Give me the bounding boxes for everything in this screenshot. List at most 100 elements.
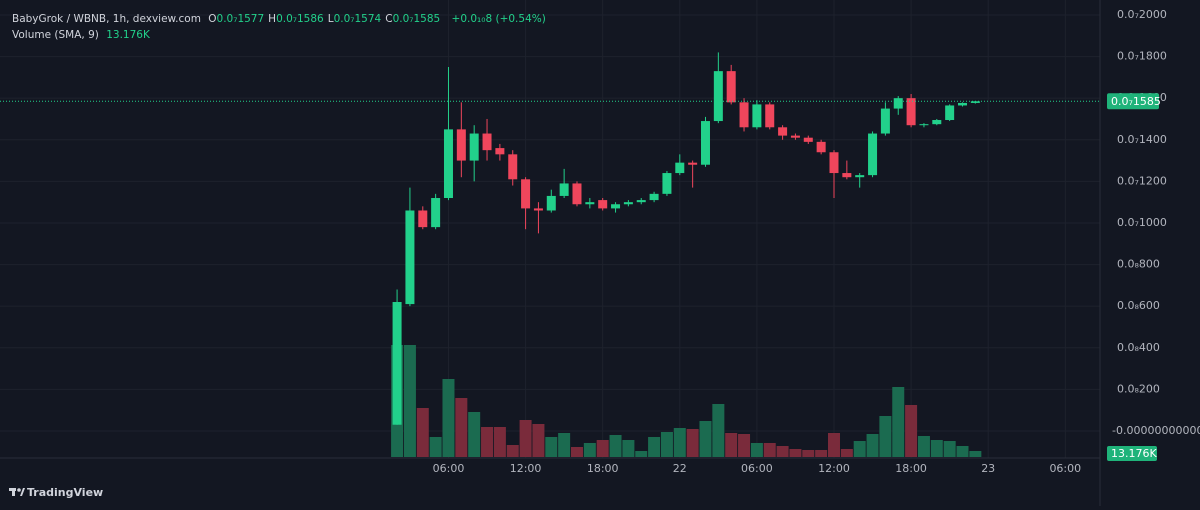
logo-v xyxy=(20,488,25,496)
last-price-label: 0.0₇1585 xyxy=(1111,95,1161,108)
logo-dot xyxy=(17,488,21,492)
volume-pane xyxy=(391,345,982,457)
candle-body xyxy=(765,104,775,128)
volume-bar xyxy=(429,437,442,457)
candle-body xyxy=(778,127,788,136)
volume-bar xyxy=(570,447,583,457)
candle-body xyxy=(572,183,582,205)
candle-body xyxy=(623,202,633,205)
candle-body xyxy=(521,179,531,209)
y-tick-label: 0.0₈600 xyxy=(1117,299,1160,312)
volume-bar xyxy=(879,416,892,457)
candle-body xyxy=(546,195,556,211)
volume-bar xyxy=(750,443,763,457)
volume-sma: 13.176K xyxy=(106,29,150,41)
candle-body xyxy=(893,98,903,109)
candle-body xyxy=(855,175,865,178)
volume-badge-label: 13.176K xyxy=(1111,447,1157,460)
y-tick-label: 0.0₈200 xyxy=(1117,382,1160,395)
x-tick-label: 06:00 xyxy=(433,462,465,475)
y-tick-label: 0.0₇2000 xyxy=(1117,8,1167,21)
volume-bar xyxy=(622,440,635,457)
volume-bar xyxy=(802,450,815,457)
volume-bar xyxy=(648,437,661,457)
candle-body xyxy=(816,141,826,153)
ohlc-value: 0.0₇1585 xyxy=(392,13,441,25)
candle-body xyxy=(945,105,955,121)
volume-bar xyxy=(635,451,648,457)
candle-body xyxy=(906,98,916,126)
ohlc-value: 0.0₇1574 xyxy=(333,13,382,25)
volume-bar xyxy=(956,446,969,457)
volume-bar xyxy=(853,441,866,457)
legend-row-volume: Volume (SMA, 9) 13.176K xyxy=(12,27,550,43)
volume-bar xyxy=(840,449,853,457)
volume-bar xyxy=(725,433,738,457)
y-tick-label: 0.0₇1000 xyxy=(1117,216,1167,229)
volume-bar xyxy=(403,345,416,457)
volume-bar xyxy=(416,408,429,457)
candle-body xyxy=(585,202,595,205)
volume-bar xyxy=(545,437,558,457)
y-tick-label: 0.0₇1200 xyxy=(1117,174,1167,187)
x-tick-label: 12:00 xyxy=(818,462,850,475)
ohlc-key: H xyxy=(268,13,277,25)
change: +0.0₁₀8 (+0.54%) xyxy=(451,13,546,25)
candle-body xyxy=(919,124,929,126)
volume-bar xyxy=(583,443,596,457)
candle-body xyxy=(739,102,749,128)
candle-body xyxy=(932,120,942,125)
candle-body xyxy=(752,104,762,128)
volume-bar xyxy=(905,405,918,457)
candle-body xyxy=(431,198,441,228)
candle-body xyxy=(443,129,453,199)
candle-body xyxy=(482,133,492,151)
candle-body xyxy=(880,108,890,134)
candle-body xyxy=(688,162,698,165)
volume-bar xyxy=(442,379,455,457)
volume-bar xyxy=(738,434,751,457)
volume-bar xyxy=(506,445,519,457)
y-tick-label: 0.0₇1400 xyxy=(1117,133,1167,146)
x-tick-label: 18:00 xyxy=(895,462,927,475)
volume-bar xyxy=(866,434,879,457)
volume-bar xyxy=(493,427,506,457)
volume-bar xyxy=(609,435,622,457)
volume-bar xyxy=(712,404,725,457)
candle-body xyxy=(392,302,402,425)
logo-stem xyxy=(12,488,15,496)
volume-bar xyxy=(686,429,699,457)
candle-body xyxy=(970,101,980,103)
candle-body xyxy=(495,148,505,155)
y-tick-label: 0.0₈400 xyxy=(1117,341,1160,354)
x-tick-label: 22 xyxy=(673,462,687,475)
y-tick-label: -0.00000000000 xyxy=(1112,424,1200,437)
candle-body xyxy=(675,162,685,174)
legend-row-price: BabyGrok / WBNB, 1h, dexview.com O0.0₇15… xyxy=(12,11,550,27)
volume-bar xyxy=(558,433,571,457)
ohlc-key: O xyxy=(208,13,217,25)
candle-body xyxy=(508,154,518,180)
volume-bar xyxy=(596,440,609,457)
volume-bar xyxy=(892,387,905,457)
volume-bar xyxy=(789,449,802,457)
x-tick-label: 23 xyxy=(981,462,995,475)
volume-bar xyxy=(917,436,930,457)
candle-body xyxy=(713,71,723,122)
volume-bar xyxy=(673,428,686,457)
candle-body xyxy=(649,193,659,201)
ohlc-key: L xyxy=(327,13,334,25)
candle-body xyxy=(405,210,415,305)
candle-body xyxy=(456,129,466,161)
candle-body xyxy=(636,200,646,203)
volume-bar xyxy=(468,412,481,457)
volume-bar xyxy=(660,432,673,457)
candle-body xyxy=(611,204,621,209)
candle-body xyxy=(469,133,479,161)
candle-body xyxy=(662,173,672,194)
branding: TradingView xyxy=(27,486,103,499)
x-tick-label: 06:00 xyxy=(741,462,773,475)
